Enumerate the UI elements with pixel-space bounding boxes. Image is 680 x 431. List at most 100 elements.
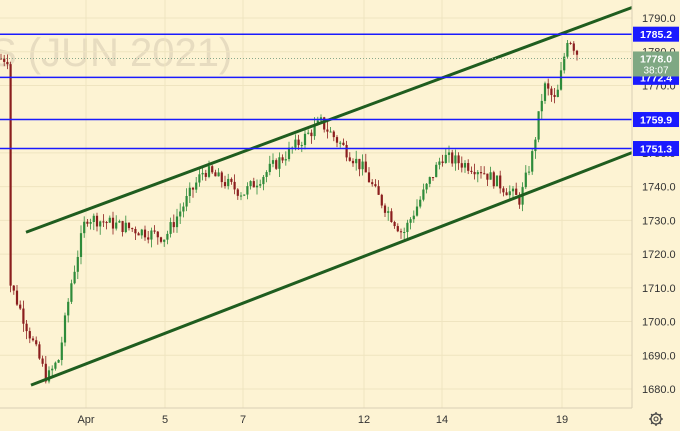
candle-body bbox=[166, 233, 169, 240]
candle-body bbox=[454, 155, 457, 164]
candle-body bbox=[515, 188, 518, 195]
candle-body bbox=[380, 194, 383, 206]
candle-body bbox=[19, 304, 22, 309]
candle-body bbox=[108, 217, 111, 223]
y-tick-label: 1740.0 bbox=[642, 182, 676, 194]
candle-body bbox=[476, 172, 479, 175]
candle-body bbox=[303, 133, 307, 146]
candle-body bbox=[422, 189, 425, 200]
candle-body bbox=[153, 230, 156, 232]
candle-body bbox=[147, 237, 150, 240]
candle-body bbox=[543, 83, 547, 101]
candle-body bbox=[268, 163, 271, 173]
candle-body bbox=[47, 370, 51, 382]
candle-body bbox=[15, 290, 19, 305]
candle-body bbox=[460, 163, 463, 168]
candle-body bbox=[73, 271, 76, 284]
candle-body bbox=[143, 229, 147, 238]
candle-body bbox=[335, 137, 339, 143]
candle-body bbox=[399, 231, 403, 233]
candle-body bbox=[313, 124, 316, 137]
candle-body bbox=[38, 344, 41, 359]
candle-body bbox=[438, 161, 441, 165]
candle-body bbox=[115, 222, 118, 229]
candle-body bbox=[137, 233, 140, 236]
candle-body bbox=[396, 226, 399, 232]
candle-body bbox=[118, 221, 121, 223]
candle-body bbox=[508, 191, 511, 196]
candle-body bbox=[6, 61, 9, 65]
x-tick-label: 14 bbox=[436, 414, 448, 426]
candle-body bbox=[227, 178, 230, 187]
candle-body bbox=[534, 139, 537, 152]
candle-body bbox=[223, 182, 227, 187]
candle-body bbox=[377, 186, 380, 195]
candle-body bbox=[99, 221, 102, 227]
candle-body bbox=[473, 171, 476, 175]
level-badge-label: 1751.3 bbox=[640, 144, 672, 156]
candle-body bbox=[361, 161, 364, 170]
candle-body bbox=[415, 206, 419, 216]
candle-body bbox=[518, 194, 521, 205]
candle-body bbox=[95, 215, 99, 227]
candle-body bbox=[300, 145, 303, 147]
current-price-label: 1778.0 bbox=[640, 53, 672, 65]
symbol-watermark: S (JUN 2021) bbox=[0, 31, 232, 75]
x-tick-label: 19 bbox=[556, 414, 568, 426]
candle-body bbox=[447, 152, 451, 155]
candle-body bbox=[406, 222, 409, 233]
candle-body bbox=[559, 70, 563, 90]
candle-body bbox=[575, 50, 579, 55]
candle-body bbox=[531, 151, 534, 172]
time-axis[interactable]: Apr 5 7 12 14 19 bbox=[77, 414, 568, 426]
candle-body bbox=[230, 178, 233, 182]
y-tick-label: 1680.0 bbox=[642, 384, 676, 396]
candle-body bbox=[79, 233, 83, 257]
candle-body bbox=[412, 215, 415, 220]
candle-body bbox=[233, 181, 236, 190]
bar-countdown-label: 38:07 bbox=[643, 65, 668, 76]
candle-body bbox=[345, 144, 348, 158]
y-tick-label: 1730.0 bbox=[642, 215, 676, 227]
candle-body bbox=[393, 222, 396, 227]
candle-body bbox=[204, 172, 207, 177]
y-tick-label: 1790.0 bbox=[642, 13, 676, 25]
channel-lower-line[interactable] bbox=[30, 151, 633, 387]
candle-body bbox=[22, 308, 25, 324]
candle-body bbox=[105, 222, 108, 224]
candle-body bbox=[121, 221, 124, 233]
candle-body bbox=[60, 342, 63, 360]
candle-body bbox=[435, 164, 438, 178]
candle-body bbox=[140, 229, 143, 236]
candle-body bbox=[374, 184, 377, 187]
candle-body bbox=[499, 175, 502, 189]
candle-body bbox=[3, 58, 6, 62]
x-tick-label: 12 bbox=[358, 414, 370, 426]
candle-body bbox=[243, 194, 246, 196]
level-badge bbox=[633, 141, 679, 157]
candle-body bbox=[351, 160, 355, 164]
candle-body bbox=[195, 182, 198, 190]
candle-body bbox=[463, 163, 467, 168]
candle-body bbox=[495, 175, 499, 187]
candle-body bbox=[70, 283, 73, 302]
candle-body bbox=[76, 256, 79, 272]
x-tick-label: Apr bbox=[77, 414, 94, 426]
candle-body bbox=[367, 172, 371, 183]
level-lines[interactable] bbox=[0, 33, 632, 150]
gear-icon[interactable] bbox=[649, 412, 663, 426]
candle-body bbox=[553, 95, 556, 97]
y-tick-label: 1690.0 bbox=[642, 350, 676, 362]
candle-body bbox=[185, 195, 188, 207]
level-badge-label: 1759.9 bbox=[640, 115, 672, 127]
candle-body bbox=[278, 157, 281, 169]
candle-body bbox=[502, 188, 505, 193]
candle-body bbox=[134, 228, 137, 234]
candle-body bbox=[537, 111, 540, 140]
candle-body bbox=[479, 172, 483, 174]
candle-body bbox=[102, 221, 105, 223]
candle-body bbox=[67, 301, 70, 316]
candle-body bbox=[486, 173, 489, 180]
